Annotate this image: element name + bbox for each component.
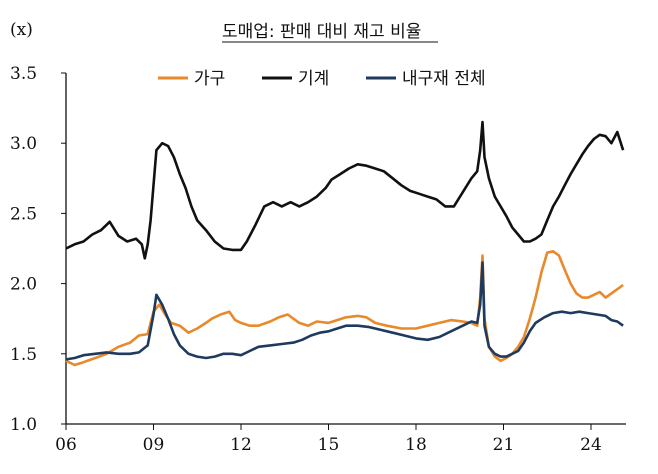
x-tick-label: 09 xyxy=(143,435,165,455)
legend-label-3: 내구재 전체 xyxy=(402,69,486,89)
x-tick-label: 12 xyxy=(230,435,252,455)
chart-title: 도매업: 판매 대비 재고 비율 xyxy=(222,22,421,42)
y-tick-label: 3.5 xyxy=(10,64,37,84)
y-tick-label: 1.5 xyxy=(10,345,37,365)
x-tick-label: 06 xyxy=(55,435,77,455)
plot-area: 1.0 1.5 2.0 2.5 3.0 3.5 06 09 12 15 18 21 24 xyxy=(10,64,626,455)
y-tick-label: 1.0 xyxy=(10,415,37,435)
legend-label-2: 기계 xyxy=(298,69,329,89)
y-tick-label: 2.0 xyxy=(10,275,37,295)
x-tick-label: 21 xyxy=(493,435,515,455)
y-unit-label: (x) xyxy=(10,20,33,40)
series-line-1 xyxy=(65,250,624,367)
y-tick-label: 2.5 xyxy=(10,204,37,224)
legend: 가구 기계 내구재 전체 xyxy=(158,69,486,89)
y-tick-label: 3.0 xyxy=(10,134,37,154)
x-tick-label: 18 xyxy=(405,435,427,455)
legend-label-1: 가구 xyxy=(194,69,225,89)
x-tick-label: 24 xyxy=(580,435,602,455)
series-line-3 xyxy=(65,261,624,361)
x-tick-label: 15 xyxy=(318,435,340,455)
series-line-2 xyxy=(65,120,625,260)
